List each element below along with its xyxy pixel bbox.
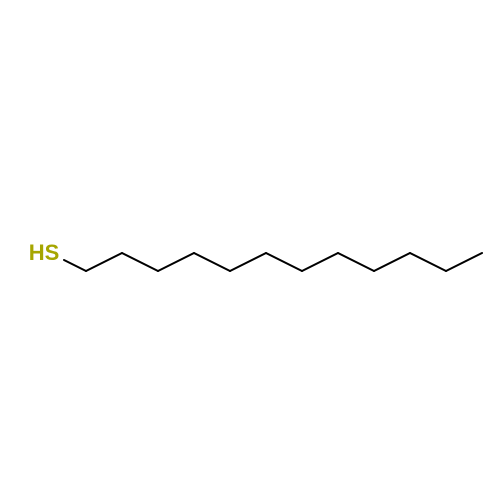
hs-label: HS bbox=[29, 242, 60, 264]
bond bbox=[122, 253, 158, 271]
bond-layer bbox=[0, 0, 500, 500]
bond bbox=[86, 253, 122, 271]
bond bbox=[302, 253, 338, 271]
bond bbox=[64, 260, 86, 271]
bond bbox=[158, 253, 194, 271]
bond bbox=[338, 253, 374, 271]
bond bbox=[410, 253, 446, 271]
bond bbox=[374, 253, 410, 271]
bond bbox=[230, 253, 266, 271]
bond bbox=[266, 253, 302, 271]
bond bbox=[446, 253, 482, 271]
bond bbox=[194, 253, 230, 271]
molecule-canvas: HS bbox=[0, 0, 500, 500]
